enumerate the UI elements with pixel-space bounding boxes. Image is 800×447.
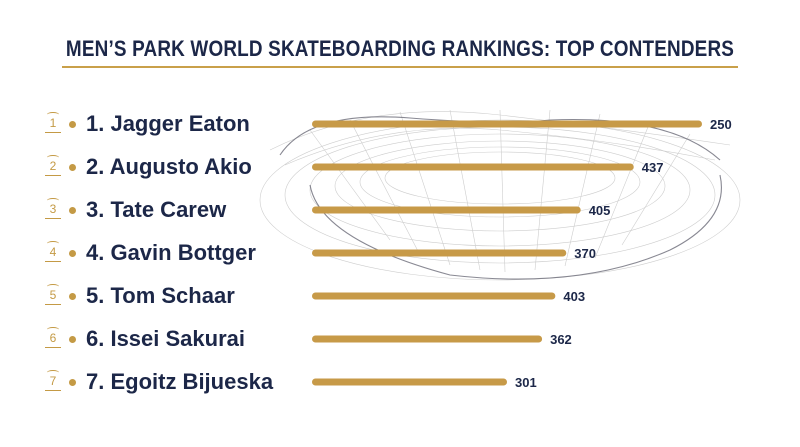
dot-icon	[69, 336, 76, 343]
category-label-7: 7. Egoitz Bijueska	[86, 369, 274, 394]
bar-2	[312, 163, 634, 171]
bar-4	[312, 249, 567, 257]
data-label-4: 370	[574, 246, 596, 261]
dot-icon	[69, 250, 76, 257]
category-label-5: 5. Tom Schaar	[86, 283, 235, 308]
dot-icon	[69, 293, 76, 300]
chart-title: MEN’S PARK WORLD SKATEBOARDING RANKINGS:…	[65, 36, 735, 61]
rank-badge-3: 3	[44, 198, 62, 219]
category-label-6: 6. Issei Sakurai	[86, 326, 245, 351]
dot-icon	[69, 207, 76, 214]
data-label-2: 437	[642, 160, 664, 175]
data-label-7: 301	[515, 375, 537, 390]
rank-badge-5: 5	[44, 284, 62, 305]
bar-5	[312, 292, 556, 300]
bar-3	[312, 206, 581, 214]
bar-7	[312, 378, 507, 386]
category-label-4: 4. Gavin Bottger	[86, 240, 256, 265]
data-label-3: 405	[589, 203, 611, 218]
rank-badge-2: 2	[44, 155, 62, 176]
dot-icon	[69, 164, 76, 171]
title-underline	[62, 66, 738, 68]
rank-badge-4: 4	[44, 241, 62, 262]
bar-1	[312, 120, 702, 128]
category-label-3: 3. Tate Carew	[86, 197, 227, 222]
rank-badge-6: 6	[44, 327, 62, 348]
bar-6	[312, 335, 543, 343]
data-label-6: 362	[550, 332, 572, 347]
rank-badge-1: 1	[44, 112, 62, 133]
dot-icon	[69, 379, 76, 386]
category-label-2: 2. Augusto Akio	[86, 154, 252, 179]
data-label-1: 250	[710, 117, 732, 132]
category-label-1: 1. Jagger Eaton	[86, 111, 250, 136]
data-label-5: 403	[563, 289, 585, 304]
dot-icon	[69, 121, 76, 128]
rank-badge-7: 7	[44, 370, 62, 391]
